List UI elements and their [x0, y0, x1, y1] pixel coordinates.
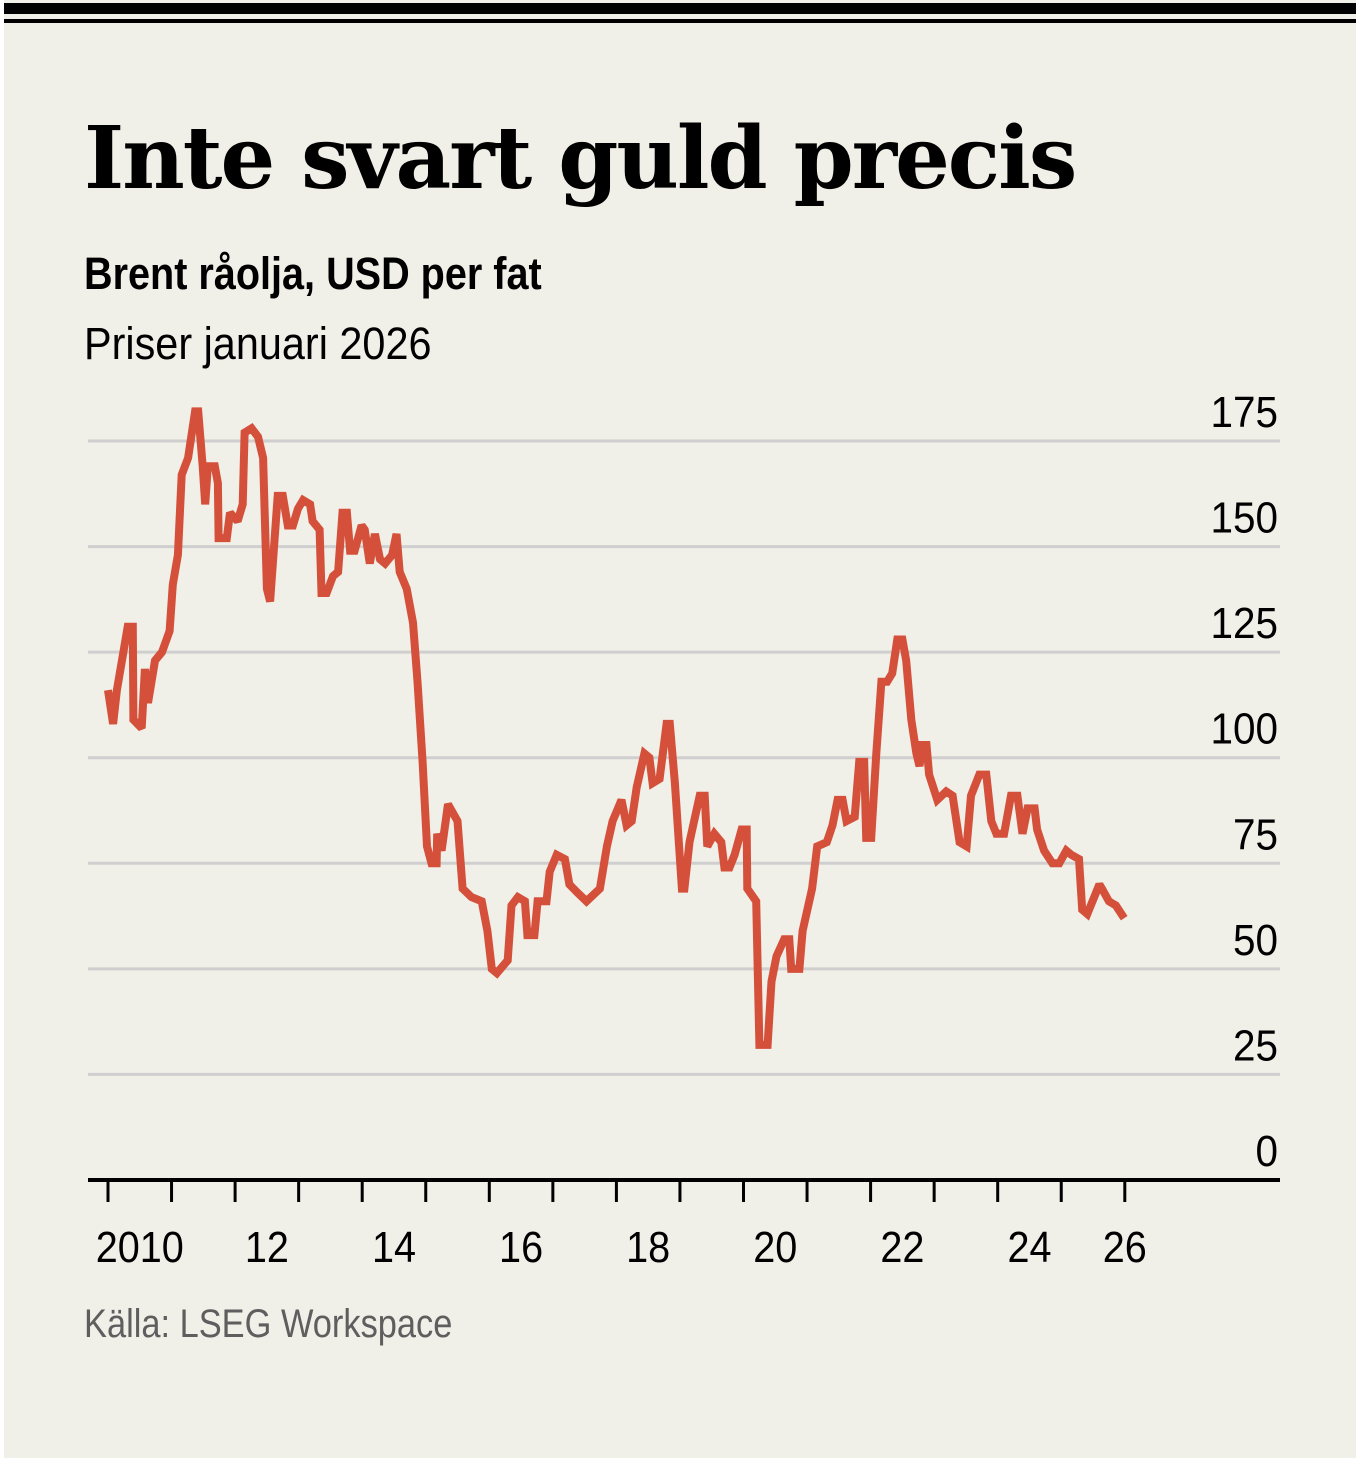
- top-rule-thin: [4, 19, 1356, 23]
- x-tick-label: 16: [499, 1222, 543, 1271]
- y-axis-labels: 0 25 50 75 100 125 150 175: [1210, 387, 1278, 1175]
- y-tick-label: 175: [1210, 387, 1278, 436]
- chart-subtitle: Brent råolja, USD per fat: [84, 248, 542, 299]
- gridlines: [88, 439, 1280, 1076]
- x-tick-label: 26: [1103, 1222, 1147, 1271]
- chart-title: Inte svart guld precis: [84, 108, 1077, 209]
- series-layer: [104, 407, 1128, 1049]
- y-tick-label: 75: [1233, 810, 1278, 859]
- y-tick-label: 100: [1210, 704, 1278, 753]
- line-chart: 0 25 50 75 100 125 150 175 2010 12 14 16 18 20 22 24 26: [88, 387, 1280, 1271]
- y-tick-label: 0: [1255, 1126, 1278, 1175]
- x-tick-label: 20: [753, 1222, 797, 1271]
- series-line-brent: [104, 407, 1128, 1049]
- x-tick-label: 2010: [96, 1222, 184, 1271]
- y-tick-label: 150: [1210, 493, 1278, 542]
- y-tick-label: 50: [1233, 915, 1278, 964]
- x-tick-label: 22: [880, 1222, 924, 1271]
- y-tick-label: 125: [1210, 599, 1278, 648]
- x-tick-label: 12: [245, 1222, 289, 1271]
- top-rule-thick: [4, 3, 1356, 14]
- chart-card: [4, 0, 1356, 1458]
- x-tick-label: 24: [1007, 1222, 1051, 1271]
- source-note: Källa: LSEG Workspace: [84, 1302, 453, 1346]
- x-axis: 2010 12 14 16 18 20 22 24 26: [88, 1178, 1280, 1271]
- x-tick-label: 14: [372, 1222, 416, 1271]
- y-tick-label: 25: [1233, 1021, 1278, 1070]
- chart-note: Priser januari 2026: [84, 318, 432, 369]
- x-tick-label: 18: [626, 1222, 670, 1271]
